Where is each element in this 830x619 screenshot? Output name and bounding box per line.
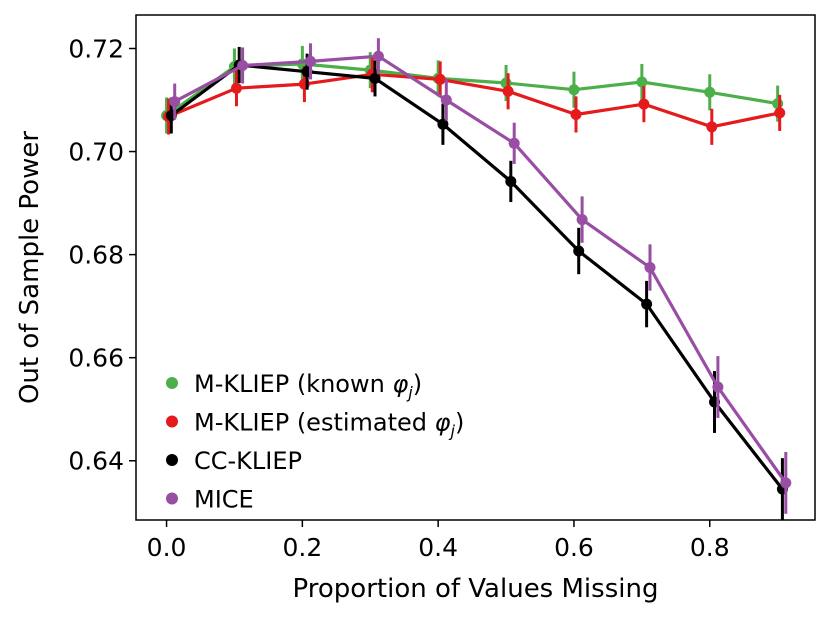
legend-marker — [166, 377, 178, 389]
data-point — [372, 50, 384, 62]
legend-marker — [166, 492, 178, 505]
data-point — [568, 84, 580, 96]
legend-entry: M-KLIEP (estimated φj) — [166, 409, 464, 441]
legend-entry: M-KLIEP (known φj) — [166, 370, 422, 402]
y-axis-label: Out of Sample Power — [15, 131, 45, 404]
data-point — [230, 82, 242, 94]
data-point — [434, 73, 446, 85]
data-point — [641, 298, 653, 310]
data-point — [437, 118, 449, 130]
legend: M-KLIEP (known φj) M-KLIEP (estimated φj)… — [166, 370, 464, 514]
data-point — [706, 121, 718, 133]
series-line — [170, 63, 784, 491]
y-tick-label: 0.70 — [68, 138, 124, 167]
data-point — [508, 137, 520, 149]
data-point — [644, 262, 656, 273]
legend-entry: MICE — [166, 486, 254, 514]
data-point — [712, 381, 724, 393]
data-point — [505, 175, 517, 187]
legend-marker — [166, 415, 178, 428]
series-line — [167, 72, 781, 129]
y-tick-label: 0.66 — [68, 344, 124, 373]
data-point — [772, 98, 784, 110]
legend-label: CC-KLIEP — [194, 447, 302, 475]
data-point — [502, 85, 514, 97]
legend-label: M-KLIEP (known φj) — [194, 370, 422, 402]
legend-label: MICE — [194, 486, 254, 514]
axis-ticks: 0.0 0.2 0.4 0.6 0.8 0.64 0.66 0.68 0.70 0.72 — [68, 34, 729, 562]
data-point — [638, 98, 650, 110]
data-point — [305, 55, 317, 67]
data-point — [780, 477, 792, 489]
x-axis-label: Proportion of Values Missing — [293, 574, 659, 604]
series-3 — [169, 38, 792, 514]
data-point — [237, 60, 249, 71]
series-line — [173, 54, 788, 484]
data-point — [704, 86, 716, 98]
y-tick-label: 0.64 — [68, 447, 124, 476]
series-1 — [163, 56, 786, 145]
data-point — [636, 76, 648, 88]
y-tick-label: 0.68 — [68, 241, 124, 270]
data-point — [570, 108, 582, 120]
legend-entry: CC-KLIEP — [166, 447, 302, 475]
data-point — [774, 107, 786, 119]
x-tick-label: 0.2 — [282, 533, 322, 562]
x-tick-label: 0.0 — [147, 533, 187, 562]
data-point — [169, 96, 181, 108]
legend-label: M-KLIEP (estimated φj) — [194, 409, 464, 441]
x-tick-label: 0.8 — [690, 533, 730, 562]
series-layer — [161, 38, 792, 520]
x-tick-label: 0.6 — [554, 533, 594, 562]
data-point — [576, 214, 588, 226]
data-point — [573, 245, 585, 257]
legend-marker — [166, 454, 178, 466]
plot-frame — [135, 14, 816, 521]
x-tick-label: 0.4 — [418, 533, 458, 562]
series-line — [165, 62, 778, 117]
data-point — [440, 94, 452, 106]
y-tick-label: 0.72 — [68, 34, 124, 63]
data-point — [369, 72, 381, 84]
